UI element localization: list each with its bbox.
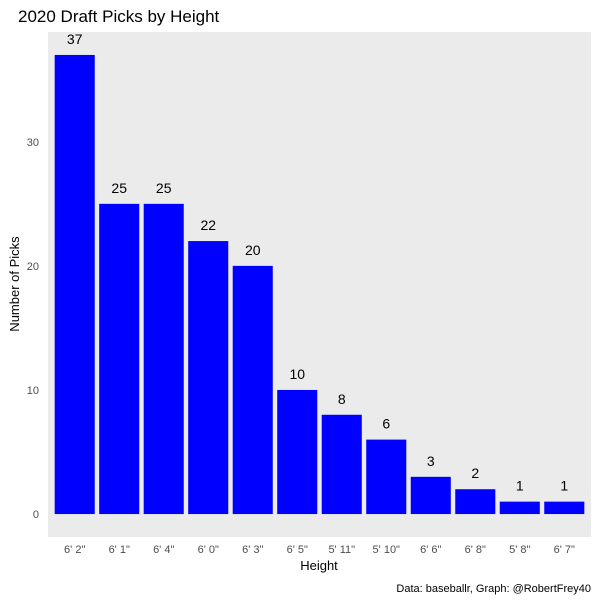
bar-value-label: 25	[156, 180, 172, 196]
bar-value-label: 6	[382, 416, 390, 432]
x-tick-label: 6' 6"	[420, 544, 441, 556]
bar	[499, 501, 540, 515]
bar	[188, 241, 229, 515]
x-axis-label: Height	[300, 558, 338, 573]
x-tick-label: 6' 5"	[287, 544, 308, 556]
bar	[544, 501, 585, 515]
bar	[366, 439, 407, 515]
x-tick-label: 6' 0"	[198, 544, 219, 556]
x-tick-label: 6' 1"	[109, 544, 130, 556]
y-tick-label: 20	[27, 261, 39, 273]
x-tick-label: 6' 4"	[153, 544, 174, 556]
x-tick-label: 6' 2"	[64, 544, 85, 556]
x-axis-ticks: 6' 2" 6' 1" 6' 4" 6' 0" 6' 3" 6' 5" 5' 11" 5' 1…	[64, 544, 575, 556]
x-tick-label: 5' 10"	[373, 544, 401, 556]
bar-value-label: 1	[516, 478, 524, 494]
y-tick-label: 0	[33, 509, 39, 521]
bar	[54, 54, 95, 515]
chart-caption: Data: baseballr, Graph: @RobertFrey40	[396, 583, 591, 595]
bar-value-label: 1	[560, 478, 568, 494]
y-tick-label: 30	[27, 137, 39, 149]
y-tick-label: 10	[27, 385, 39, 397]
bar	[455, 489, 496, 515]
bar	[232, 265, 273, 515]
x-tick-label: 6' 7"	[554, 544, 575, 556]
bar-value-label: 22	[200, 217, 216, 233]
bar-value-label: 10	[289, 366, 305, 382]
x-tick-label: 5' 8"	[509, 544, 530, 556]
chart-title: 2020 Draft Picks by Height	[18, 7, 220, 26]
bar-labels-group: 37 25 25 22 20 10 8 6 3 2 1 1	[67, 31, 568, 494]
bar-value-label: 3	[427, 453, 435, 469]
y-axis-label: Number of Picks	[7, 236, 22, 332]
bar-value-label: 25	[111, 180, 127, 196]
bars-group	[54, 54, 585, 515]
x-tick-label: 6' 8"	[465, 544, 486, 556]
bar-value-label: 8	[338, 391, 346, 407]
bar	[321, 414, 362, 515]
y-axis-ticks: 0 10 20 30	[27, 137, 39, 521]
bar-value-label: 20	[245, 242, 261, 258]
x-tick-label: 5' 11"	[328, 544, 355, 556]
bar	[410, 476, 451, 515]
x-tick-label: 6' 3"	[242, 544, 263, 556]
bar	[143, 203, 184, 515]
bar	[99, 203, 140, 515]
bar	[277, 389, 318, 515]
bar-value-label: 2	[471, 465, 479, 481]
bar-value-label: 37	[67, 31, 83, 47]
